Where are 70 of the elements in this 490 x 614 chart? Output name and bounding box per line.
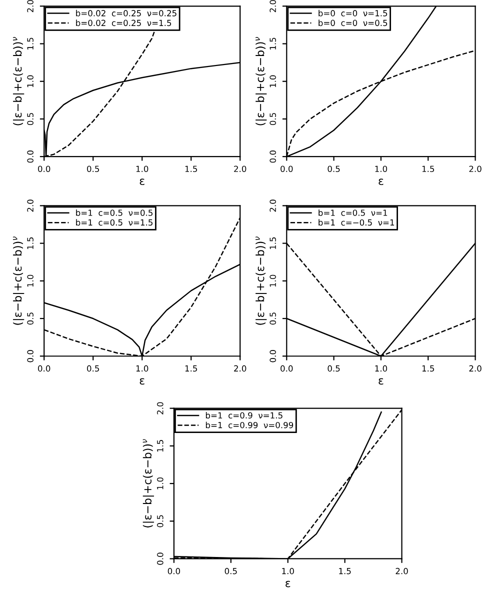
x-tick-label: 0.5	[328, 365, 340, 372]
y-tick-label: 2.0	[270, 200, 276, 212]
y-tick-label: 1.0	[157, 477, 164, 490]
x-tick-label: 0.0	[38, 365, 50, 372]
x-tick-label: 1.0	[136, 166, 148, 172]
legend-label: b=0.02 c=0.25 ν=1.5	[76, 20, 172, 26]
y-tick-label: 0.0	[270, 150, 276, 163]
x-tick-label: 1.5	[339, 568, 351, 574]
y-tick-label: 1.0	[270, 274, 276, 287]
y-axis-title: (|ε−b|+c(ε−b))$^{ν}$	[256, 37, 267, 126]
x-tick-label: 0.0	[280, 166, 293, 172]
legend-label: b=1 c=0.9 ν=1.5	[206, 412, 282, 419]
y-tick-label: 1.0	[27, 274, 34, 287]
x-tick-label: 2.0	[396, 568, 408, 574]
y-tick-label: 0.5	[157, 515, 164, 528]
x-tick-label: 0.5	[328, 166, 340, 172]
y-tick-label: 2.0	[270, 0, 276, 12]
y-axis-title: (|ε−b|+c(ε−b))$^{ν}$	[256, 236, 267, 325]
y-axis-title: (|ε−b|+c(ε−b))$^{ν}$	[13, 236, 24, 325]
x-tick-label: 1.5	[185, 365, 197, 372]
x-tick-label: 2.0	[234, 365, 246, 372]
y-tick-label: 1.0	[27, 75, 34, 88]
x-tick-label: 1.5	[185, 166, 197, 172]
legend-label: b=1 c=0.5 ν=0.5	[76, 209, 152, 216]
x-tick-label: 2.0	[469, 166, 482, 172]
x-tick-label: 0.0	[168, 568, 180, 574]
y-tick-label: 1.5	[27, 38, 34, 50]
y-axis-title: (|ε−b|+c(ε−b))$^{ν}$	[142, 439, 154, 528]
x-tick-label: 0.5	[87, 365, 99, 372]
legend-label: b=0.02 c=0.25 ν=0.25	[76, 10, 176, 16]
y-tick-label: 0.5	[27, 312, 34, 325]
x-tick-label: 1.0	[375, 365, 388, 372]
y-tick-label: 0.0	[157, 552, 164, 565]
y-tick-label: 1.5	[27, 237, 34, 250]
legend-label: b=1 c=0.5 ν=1.5	[76, 219, 152, 226]
x-tick-label: 1.0	[136, 365, 148, 372]
y-axis-title: (|ε−b|+c(ε−b))$^{ν}$	[13, 37, 24, 126]
x-tick-label: 2.0	[469, 365, 482, 372]
y-tick-label: 0.5	[270, 312, 276, 325]
x-tick-label: 0.5	[224, 568, 237, 574]
x-tick-label: 0.0	[280, 365, 293, 372]
y-tick-label: 1.0	[270, 75, 276, 88]
x-tick-label: 1.0	[375, 166, 388, 172]
y-tick-label: 1.5	[270, 38, 276, 50]
x-axis-title: ε	[140, 178, 144, 186]
y-tick-label: 0.5	[27, 113, 34, 126]
legend-label: b=0 c=0 ν=1.5	[318, 10, 388, 16]
x-tick-label: 1.5	[422, 166, 434, 172]
x-axis-title: ε	[378, 378, 384, 385]
y-tick-label: 1.5	[270, 237, 276, 250]
x-tick-label: 1.5	[422, 365, 434, 372]
legend-label: b=0 c=0 ν=0.5	[318, 20, 388, 26]
x-axis-title: ε	[140, 378, 144, 385]
y-tick-label: 0.5	[270, 113, 276, 126]
y-tick-label: 1.5	[157, 440, 164, 452]
legend-label: b=1 c=−0.5 ν=1	[318, 219, 394, 226]
x-axis-title: ε	[286, 580, 290, 588]
y-tick-label: 2.0	[157, 402, 164, 414]
y-tick-label: 0.0	[27, 350, 34, 362]
legend-label: b=1 c=0.5 ν=1	[318, 209, 388, 216]
y-tick-label: 0.0	[27, 150, 34, 163]
y-tick-label: 2.0	[27, 0, 34, 12]
y-tick-label: 0.0	[270, 350, 276, 362]
x-tick-label: 0.5	[87, 166, 99, 172]
x-tick-label: 2.0	[234, 166, 246, 172]
legend-label: b=1 c=0.99 ν=0.99	[206, 422, 294, 428]
x-tick-label: 0.0	[38, 166, 50, 172]
x-tick-label: 1.0	[282, 568, 294, 574]
y-tick-label: 2.0	[27, 200, 34, 212]
x-axis-title: ε	[378, 178, 384, 186]
